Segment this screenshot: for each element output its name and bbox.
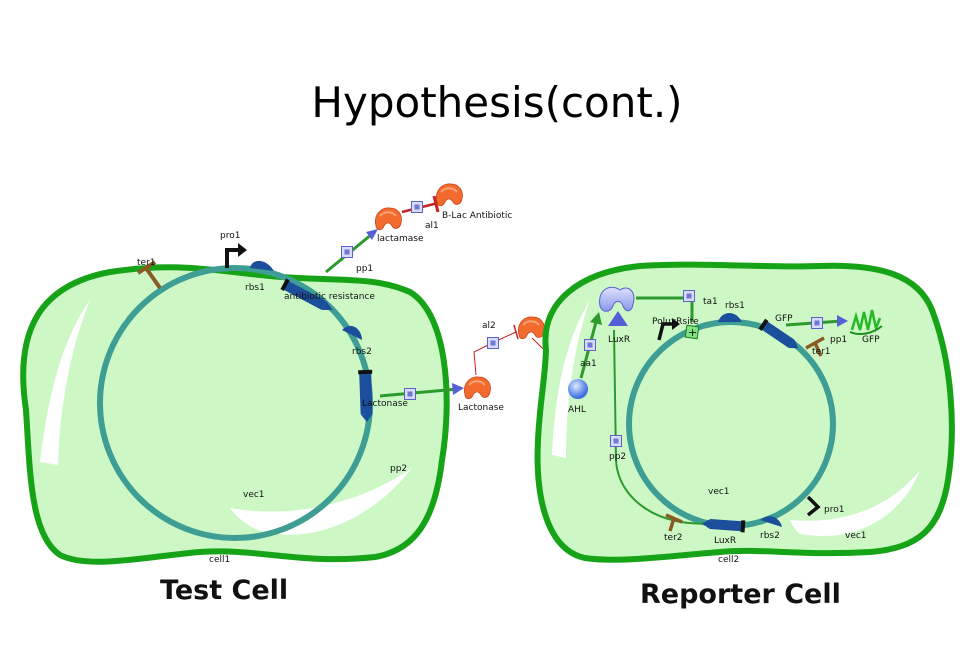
test-vector-label: vec1 [243, 490, 265, 500]
reporter-cell-highlight-1 [552, 300, 590, 458]
test-al1-label: al1 [425, 221, 439, 231]
test-gene-antibiotic-resistance [280, 278, 333, 311]
reporter-vector-label: vec1 [708, 487, 730, 497]
reporter-cell-label: cell2 [718, 555, 739, 565]
reporter-pp2-label: pp2 [609, 452, 626, 462]
reporter-ahl-label: AHL [568, 405, 586, 415]
reporter-gfp-protein [849, 309, 883, 335]
reporter-cell: + [534, 261, 955, 610]
test-rbs1-label: rbs1 [245, 283, 265, 293]
test-gene2-label: Lactonase [362, 399, 408, 409]
reporter-pp1-label: pp1 [830, 335, 847, 345]
test-ter1-label: ter1 [137, 258, 156, 268]
test-promoter-pro1 [225, 248, 240, 268]
svg-text:+: + [688, 326, 697, 339]
reporter-production-pp2 [610, 329, 713, 525]
test-cell-caption: Test Cell [160, 575, 288, 606]
test-rbs2-label: rbs2 [352, 347, 372, 357]
reporter-gene-luxr [702, 519, 746, 533]
reporter-production-pp1 [785, 315, 848, 329]
test-pro1-label: pro1 [220, 231, 240, 241]
test-inhibition-al1 [401, 195, 440, 214]
test-enzyme-lactonase [463, 375, 492, 400]
reporter-promoter-poluxr-arrow [672, 318, 680, 330]
test-al2-label: al2 [482, 321, 496, 331]
reporter-luxr-gene-label: LuxR [714, 536, 736, 546]
test-cell: cell1 vec1 ter1 pro1 rbs1 antibiotic res… [20, 182, 576, 606]
reporter-activation-ta1: + [636, 290, 700, 340]
test-cell-label: cell1 [209, 555, 230, 565]
reporter-promoter-poluxr [657, 322, 674, 341]
reporter-pro1-label: pro1 [824, 505, 844, 515]
test-gene-lactonase [358, 369, 373, 422]
test-antibiotic-label: B-Lac Antibiotic [442, 211, 512, 221]
reporter-luxr-label: LuxR [608, 335, 630, 345]
reporter-terminator-ter1 [805, 336, 825, 357]
reporter-aa1-label: aa1 [580, 359, 597, 369]
reporter-vec1-outer-label: vec1 [845, 531, 867, 541]
reporter-rbs2 [760, 516, 782, 527]
reporter-ter1-label: ter1 [812, 347, 831, 357]
slide-title: Hypothesis(cont.) [311, 78, 683, 127]
test-production-pp1 [325, 229, 378, 274]
reporter-gfp-protein-label: GFP [862, 335, 880, 345]
test-cell-membrane [20, 264, 450, 565]
reporter-cell-caption: Reporter Cell [640, 579, 841, 610]
reporter-ahl-molecule [568, 379, 588, 399]
reporter-luxr-complex [599, 286, 635, 312]
reporter-promoter-pro1 [806, 495, 821, 517]
reporter-ta1-label: ta1 [703, 297, 718, 307]
reporter-cell-highlight-2 [790, 470, 920, 537]
test-production-pp2 [379, 383, 464, 400]
reporter-cell-membrane [534, 261, 955, 563]
test-rbs2 [342, 325, 362, 340]
reporter-gene-gfp [758, 318, 799, 349]
test-enzyme-lactamase [374, 206, 403, 231]
test-pp1-label: pp1 [356, 264, 373, 274]
reporter-rbs2-label: rbs2 [760, 531, 780, 541]
test-lactonase-label: Lactonase [458, 403, 504, 413]
test-cell-highlight-1 [40, 300, 90, 465]
reporter-rbs1-label: rbs1 [725, 301, 745, 311]
reporter-luxr-protein [608, 311, 628, 326]
reporter-association-aa1 [579, 312, 602, 379]
test-promoter-arrow [238, 243, 247, 257]
reporter-promoter-label: PoluxRsite [652, 317, 699, 327]
test-antibiotic-b-lac [435, 182, 464, 207]
reporter-ter2-label: ter2 [664, 533, 683, 543]
reporter-gfp-gene-label: GFP [775, 314, 793, 324]
reporter-rbs1 [718, 313, 742, 322]
reporter-terminator-ter2 [665, 513, 683, 532]
test-cell-highlight-2 [230, 468, 412, 535]
test-pp2-label: pp2 [390, 464, 407, 474]
test-enzyme-al2-target [517, 315, 546, 340]
test-gene1-label: antibiotic resistance [284, 292, 375, 302]
test-lactamase-label: lactamase [377, 234, 424, 244]
test-rbs1 [250, 260, 274, 271]
test-terminator-ter1 [136, 260, 162, 290]
